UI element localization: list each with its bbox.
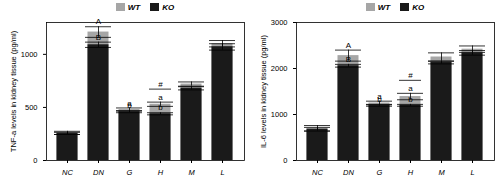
- svg-text:b: b: [127, 101, 132, 110]
- svg-text:TNF-a levels in kidney tissue: TNF-a levels in kidney tissue (pg/ml): [9, 30, 18, 152]
- svg-text:2000: 2000: [271, 64, 288, 73]
- svg-text:3000: 3000: [271, 18, 288, 27]
- svg-text:G: G: [127, 168, 133, 177]
- svg-text:M: M: [188, 168, 195, 177]
- svg-text:IL-6 levels in kidney tissue (: IL-6 levels in kidney tissue (pg/ml): [259, 35, 268, 148]
- svg-text:#: #: [158, 80, 163, 89]
- svg-text:DN: DN: [343, 168, 354, 177]
- svg-text:#: #: [408, 71, 413, 80]
- svg-text:A: A: [346, 41, 352, 50]
- svg-text:b: b: [408, 95, 413, 104]
- svg-text:a: a: [408, 84, 413, 93]
- svg-text:b: b: [158, 103, 163, 112]
- html-text:WT: WT: [377, 2, 391, 12]
- svg-text:NC: NC: [62, 168, 73, 177]
- svg-text:H: H: [158, 168, 164, 177]
- html-text:KO: KO: [412, 2, 425, 12]
- svg-text:NC: NC: [312, 168, 323, 177]
- svg-text:b: b: [377, 95, 382, 104]
- svg-text:L: L: [220, 168, 224, 177]
- svg-text:0: 0: [283, 156, 287, 165]
- svg-text:G: G: [377, 168, 383, 177]
- svg-text:L: L: [470, 168, 474, 177]
- html-text:KO: KO: [162, 2, 175, 12]
- svg-text:B: B: [346, 55, 351, 64]
- svg-text:DN: DN: [93, 168, 104, 177]
- html-text:WT: WT: [127, 2, 141, 12]
- svg-text:1000: 1000: [271, 110, 288, 119]
- svg-text:M: M: [438, 168, 445, 177]
- svg-text:H: H: [408, 168, 414, 177]
- svg-text:A: A: [96, 17, 102, 26]
- svg-text:1000: 1000: [21, 50, 38, 59]
- svg-text:0: 0: [33, 156, 37, 165]
- svg-text:500: 500: [25, 103, 38, 112]
- svg-text:a: a: [158, 93, 163, 102]
- svg-text:B: B: [96, 33, 101, 42]
